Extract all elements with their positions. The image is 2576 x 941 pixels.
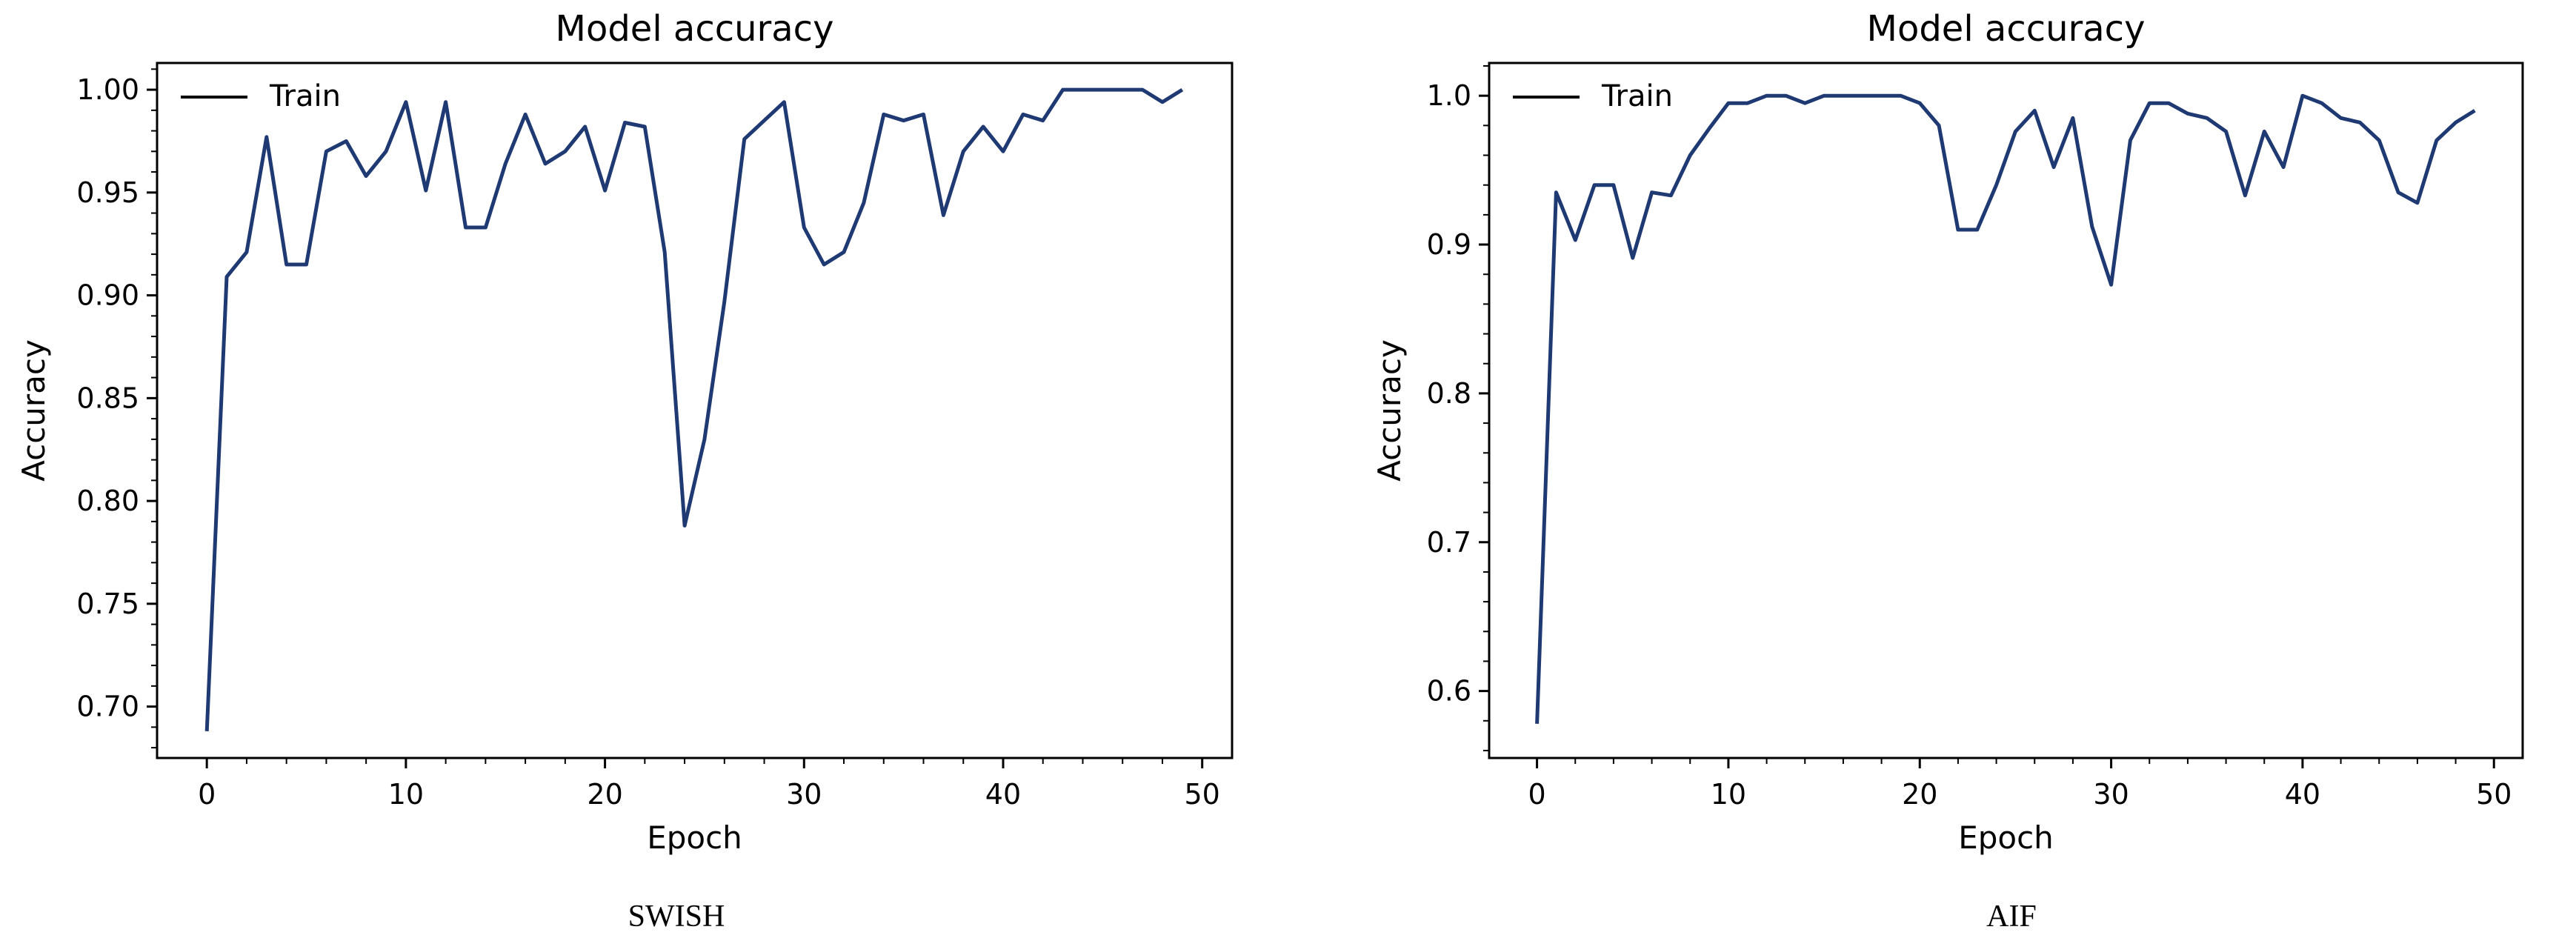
plot-area: [1489, 63, 2523, 758]
series-line-1: [1535, 93, 2476, 724]
series-line-1: [204, 87, 1184, 732]
x-tick-label: 40: [985, 778, 1021, 811]
chart-panel-1: Model accuracy 0 10 20 30 40 50 0.70 0.75 0.80 0.8…: [16, 8, 1234, 934]
y-tick-label: 0.95: [76, 176, 139, 209]
plot-frame: [156, 61, 1234, 759]
x-tick-label: 30: [2093, 778, 2129, 811]
legend: Train: [1513, 79, 1673, 113]
y-tick-label: 1.00: [76, 73, 139, 106]
x-tick-label: 40: [2285, 778, 2320, 811]
y-tick-label: 0.80: [76, 485, 139, 517]
x-tick-label: 0: [1528, 778, 1545, 811]
x-axis-label: Epoch: [1958, 819, 2054, 856]
plot-area: [157, 63, 1232, 758]
x-tick-label: 10: [1711, 778, 1746, 811]
y-tick-label: 0.8: [1427, 377, 1471, 410]
x-axis-label: Epoch: [647, 819, 742, 856]
x-tick-label: 50: [2476, 778, 2512, 811]
figure-caption: AIF: [1986, 900, 2037, 934]
chart-title: Model accuracy: [1867, 8, 2146, 50]
y-tick-label: 1.0: [1427, 79, 1471, 112]
y-tick-label: 0.70: [76, 691, 139, 723]
legend-label: Train: [269, 79, 341, 113]
y-axis-label: Accuracy: [16, 339, 52, 482]
y-tick-label: 0.85: [76, 382, 139, 414]
y-tick-label: 0.90: [76, 279, 139, 312]
legend-label: Train: [1601, 79, 1673, 113]
legend: Train: [181, 79, 341, 113]
plot-frame: [1488, 61, 2524, 759]
chart-title: Model accuracy: [556, 8, 834, 50]
y-tick-label: 0.75: [76, 588, 139, 620]
x-tick-label: 20: [1902, 778, 1937, 811]
y-tick-label: 0.9: [1427, 228, 1471, 261]
x-tick-label: 20: [587, 778, 622, 811]
y-tick-label: 0.6: [1427, 675, 1471, 708]
y-tick-label: 0.7: [1427, 526, 1471, 559]
x-tick-label: 50: [1185, 778, 1220, 811]
y-axis-label: Accuracy: [1371, 339, 1408, 482]
chart-panel-2: Model accuracy 0 10 20 30 40 50 0.6 0.7 0.8 0.9 1.0…: [1371, 8, 2524, 934]
x-tick-label: 10: [388, 778, 424, 811]
x-tick-label: 30: [786, 778, 822, 811]
figure-caption: SWISH: [628, 900, 725, 934]
x-tick-label: 0: [198, 778, 216, 811]
